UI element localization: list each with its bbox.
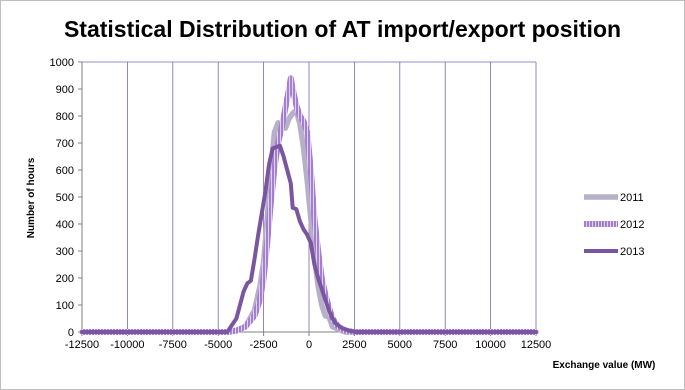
- y-tick-label: 500: [56, 192, 74, 204]
- legend-label-2013: 2013: [620, 246, 644, 258]
- y-tick-label: 800: [56, 111, 74, 123]
- x-tick-label: 5000: [388, 339, 412, 351]
- x-tick-label: -2500: [250, 339, 278, 351]
- y-tick-label: 900: [56, 84, 74, 96]
- y-tick-label: 600: [56, 165, 74, 177]
- y-axis-label: Number of hours: [26, 157, 37, 238]
- x-axis-label: Exchange value (MW): [553, 360, 656, 371]
- legend-label-2011: 2011: [620, 192, 644, 204]
- x-tick-label: 7500: [433, 339, 457, 351]
- y-tick-label: 1000: [50, 57, 74, 69]
- series-line-2013: [80, 143, 538, 334]
- y-tick-label: 100: [56, 300, 74, 312]
- legend: 2011 2012 2013: [584, 192, 644, 258]
- x-tick-label: 12500: [521, 339, 552, 351]
- x-tick-label: 10000: [475, 339, 506, 351]
- y-tick-label: 300: [56, 246, 74, 258]
- x-tick-label: 2500: [342, 339, 366, 351]
- x-tick-label: -12500: [65, 339, 99, 351]
- legend-label-2012: 2012: [620, 219, 644, 231]
- x-tick-label: -5000: [204, 339, 232, 351]
- y-tick-label: 0: [68, 327, 74, 339]
- chart-title: Statistical Distribution of AT import/ex…: [63, 16, 622, 42]
- axes: 0 100 200 300 400 500 600 700 800 900 1000 -12500 -1…: [50, 57, 552, 351]
- y-tick-label: 400: [56, 219, 74, 231]
- y-tick-label: 700: [56, 138, 74, 150]
- series-lines: [79, 75, 539, 335]
- x-tick-label: -10000: [110, 339, 144, 351]
- x-tick-label: 0: [306, 339, 312, 351]
- y-tick-label: 200: [56, 273, 74, 285]
- x-tick-label: -7500: [159, 339, 187, 351]
